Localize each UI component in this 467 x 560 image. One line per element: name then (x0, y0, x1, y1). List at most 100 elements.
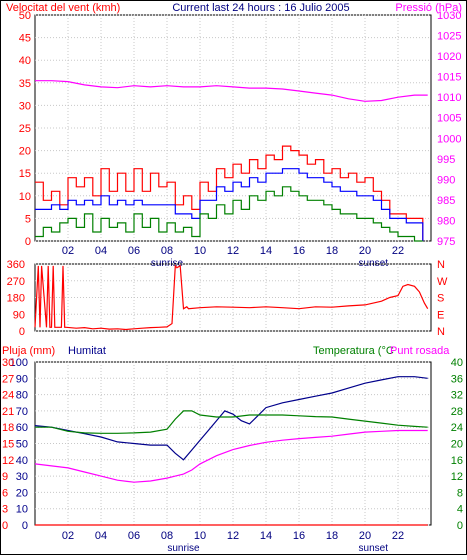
humidity-y-ticks: 0 10 20 30 40 50 60 70 80 90 100 (10, 357, 28, 532)
pressure-tick-label: 990 (437, 174, 455, 186)
wind-tick-label: 15 (19, 168, 31, 180)
x-tick-label: 08 (161, 530, 173, 542)
humidity-tick-label: 100 (10, 357, 28, 369)
pressure-y-ticks: 975 980 985 990 995 1000 1005 1010 1015 1020 1025 1… (437, 10, 461, 248)
temperature-y-ticks: 0 4 8 12 16 20 24 28 32 36 40 (451, 357, 463, 532)
wind-y-ticks: 0 5 10 15 20 25 30 35 40 45 50 (19, 10, 31, 248)
wind-pressure-panel: Velocitat del vent (kmh) Current last 24… (6, 2, 462, 269)
direction-series (34, 264, 429, 331)
rain-tick-label: 21 (2, 406, 14, 418)
series-line-gust (35, 145, 424, 241)
temperature-axis-label: Temperatura (°C (313, 345, 394, 357)
annotation-label: sunset (359, 543, 389, 554)
wind-tick-label: 30 (19, 100, 31, 112)
direction-degree-ticks: 0 90 180 270 360 (7, 259, 25, 338)
wind-tick-label: 25 (19, 123, 31, 135)
pressure-axis-label: Pressió (hPa) (395, 2, 462, 14)
x-tick-label: 12 (227, 245, 239, 257)
x-tick-label: 12 (227, 530, 239, 542)
rain-tick-label: 30 (2, 357, 14, 369)
humidity-axis-label: Humitat (68, 345, 106, 357)
temperature-humidity-panel: Pluja (mm) Humitat Temperatura (°C Punt … (2, 345, 463, 554)
wind-x-ticks: 02 04 06 08 10 12 14 16 18 20 22 (62, 245, 404, 257)
compass-tick-label: S (437, 293, 444, 305)
x-tick-label: 06 (128, 245, 140, 257)
temperature-tick-label: 32 (451, 390, 463, 402)
humidity-tick-label: 70 (16, 406, 28, 418)
x-tick-label: 22 (392, 530, 404, 542)
rain-tick-label: 27 (2, 373, 14, 385)
wind-tick-label: 40 (19, 55, 31, 67)
temperature-tick-label: 28 (451, 406, 463, 418)
wind-tick-label: 45 (19, 33, 31, 45)
rain-tick-label: 15 (2, 439, 14, 451)
dewpoint-axis-label: Punt rosada (390, 345, 450, 357)
x-tick-label: 16 (293, 245, 305, 257)
chart-title: Current last 24 hours : 16 Julio 2005 (172, 2, 349, 14)
pressure-tick-label: 985 (437, 195, 455, 207)
wind-tick-label: 0 (25, 236, 31, 248)
pressure-tick-label: 1010 (437, 92, 461, 104)
rain-tick-label: 18 (2, 422, 14, 434)
wind-series (35, 80, 428, 242)
direction-tick-label: 360 (7, 259, 25, 271)
temperature-tick-label: 8 (457, 487, 463, 499)
x-tick-label: 20 (359, 530, 371, 542)
rain-y-ticks: 0 3 6 9 12 15 18 21 24 27 30 (2, 357, 14, 532)
pressure-tick-label: 975 (437, 236, 455, 248)
temperature-tick-label: 16 (451, 455, 463, 467)
temperature-annotations: sunrise sunset (167, 543, 388, 554)
direction-tick-label: 90 (13, 309, 25, 321)
humidity-tick-label: 80 (16, 390, 28, 402)
series-line-pressure (35, 80, 428, 102)
x-tick-label: 20 (359, 245, 371, 257)
series-line-average (35, 168, 424, 241)
series-line-temperatura (35, 410, 428, 434)
rain-tick-label: 9 (2, 471, 8, 483)
compass-tick-label: N (437, 259, 445, 271)
pressure-tick-label: 1030 (437, 10, 461, 22)
temperature-x-ticks: 02 04 06 08 10 12 14 16 18 20 22 (62, 530, 404, 542)
pressure-tick-label: 980 (437, 215, 455, 227)
humidity-tick-label: 50 (16, 439, 28, 451)
series-line-minimum (35, 186, 423, 242)
temperature-tick-label: 40 (451, 357, 463, 369)
compass-tick-label: N (437, 326, 445, 338)
x-tick-label: 04 (95, 245, 107, 257)
temperature-tick-label: 20 (451, 439, 463, 451)
x-tick-label: 14 (260, 530, 272, 542)
wind-tick-label: 5 (25, 213, 31, 225)
series-line-direction (34, 264, 429, 331)
direction-tick-label: 180 (7, 293, 25, 305)
wind-axis-label: Velocitat del vent (kmh) (6, 2, 120, 14)
x-tick-label: 16 (293, 530, 305, 542)
pressure-tick-label: 1005 (437, 113, 461, 125)
humidity-tick-label: 0 (22, 520, 28, 532)
x-tick-label: 10 (194, 530, 206, 542)
humidity-tick-label: 30 (16, 471, 28, 483)
temperature-tick-label: 24 (451, 422, 463, 434)
direction-tick-label: 270 (7, 276, 25, 288)
x-tick-label: 06 (128, 530, 140, 542)
rain-tick-label: 24 (2, 390, 14, 402)
humidity-tick-label: 10 (16, 504, 28, 516)
rain-tick-label: 12 (2, 455, 14, 467)
pressure-tick-label: 1000 (437, 133, 461, 145)
x-tick-label: 08 (161, 245, 173, 257)
humidity-tick-label: 20 (16, 487, 28, 499)
wind-tick-label: 20 (19, 146, 31, 158)
x-tick-label: 04 (95, 530, 107, 542)
humidity-tick-label: 60 (16, 422, 28, 434)
x-tick-label: 18 (326, 530, 338, 542)
wind-tick-label: 50 (19, 10, 31, 22)
series-line-punt-rosada (34, 429, 428, 483)
temperature-tick-label: 12 (451, 471, 463, 483)
annotation-label: sunrise (167, 543, 200, 554)
x-tick-label: 22 (392, 245, 404, 257)
wind-tick-label: 35 (19, 78, 31, 90)
direction-grid (35, 263, 431, 332)
pressure-tick-label: 1025 (437, 31, 461, 43)
